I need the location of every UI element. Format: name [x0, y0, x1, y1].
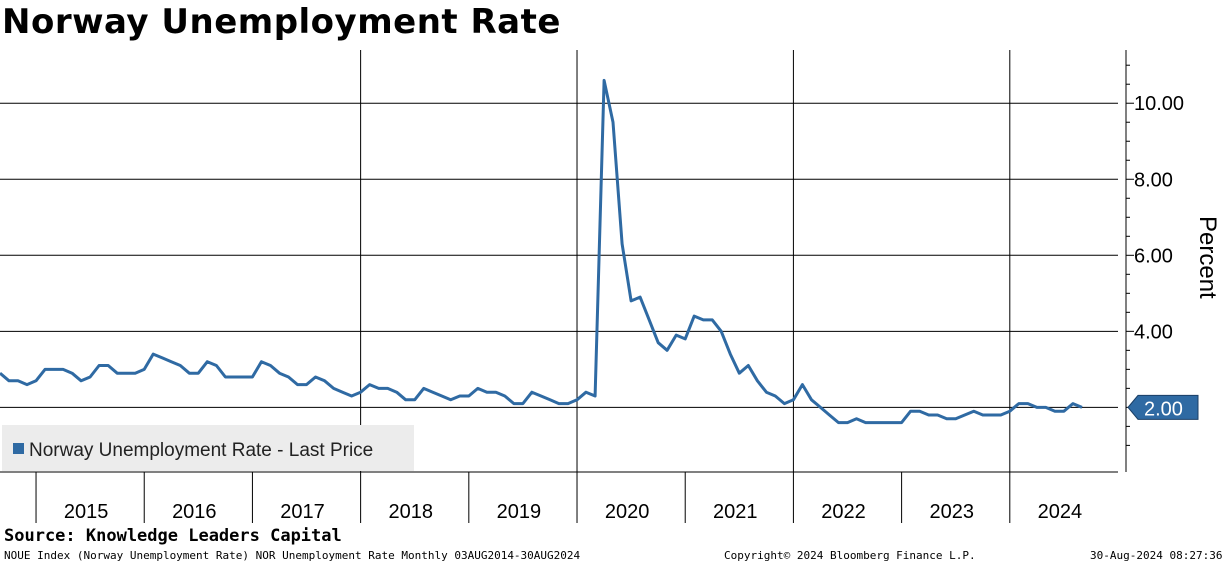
legend-label: Norway Unemployment Rate - Last Price: [29, 440, 373, 461]
y-axis-title: Percent: [1194, 216, 1221, 299]
footer-index-description: NOUE Index (Norway Unemployment Rate) NO…: [4, 549, 581, 562]
x-year-label: 2017: [280, 501, 325, 523]
x-year-label: 2019: [497, 501, 542, 523]
label-layer: 4.00 6.00 8.00 10.00 Percent 2015 2016 2017 2018…: [2, 93, 1221, 523]
source-note: Source: Knowledge Leaders Capital: [4, 526, 342, 546]
x-year-label: 2022: [821, 501, 866, 523]
y-tick-label: 4.00: [1134, 321, 1173, 343]
last-value-label: 2.00: [1144, 398, 1183, 420]
last-value-badge: [1127, 394, 1199, 420]
y-tick-label: 8.00: [1134, 169, 1173, 191]
series-line: [0, 78, 1083, 425]
x-year-label: 2020: [605, 501, 650, 523]
x-year-label: 2021: [713, 501, 758, 523]
grid-layer: [0, 50, 1118, 523]
footer-copyright: Copyright© 2024 Bloomberg Finance L.P.: [724, 549, 976, 562]
y-tick-label: 6.00: [1134, 245, 1173, 267]
footer-timestamp: 30-Aug-2024 08:27:36: [1090, 549, 1223, 562]
legend-box: [2, 425, 414, 471]
legend-swatch: [13, 443, 24, 454]
y-tick-label: 10.00: [1134, 93, 1184, 115]
x-year-label: 2024: [1038, 501, 1083, 523]
x-year-label: 2015: [64, 501, 109, 523]
series-layer: [0, 78, 1083, 425]
x-year-label: 2023: [929, 501, 974, 523]
chart-title: Norway Unemployment Rate: [2, 2, 561, 42]
x-year-label: 2018: [388, 501, 433, 523]
x-year-label: 2016: [172, 501, 217, 523]
